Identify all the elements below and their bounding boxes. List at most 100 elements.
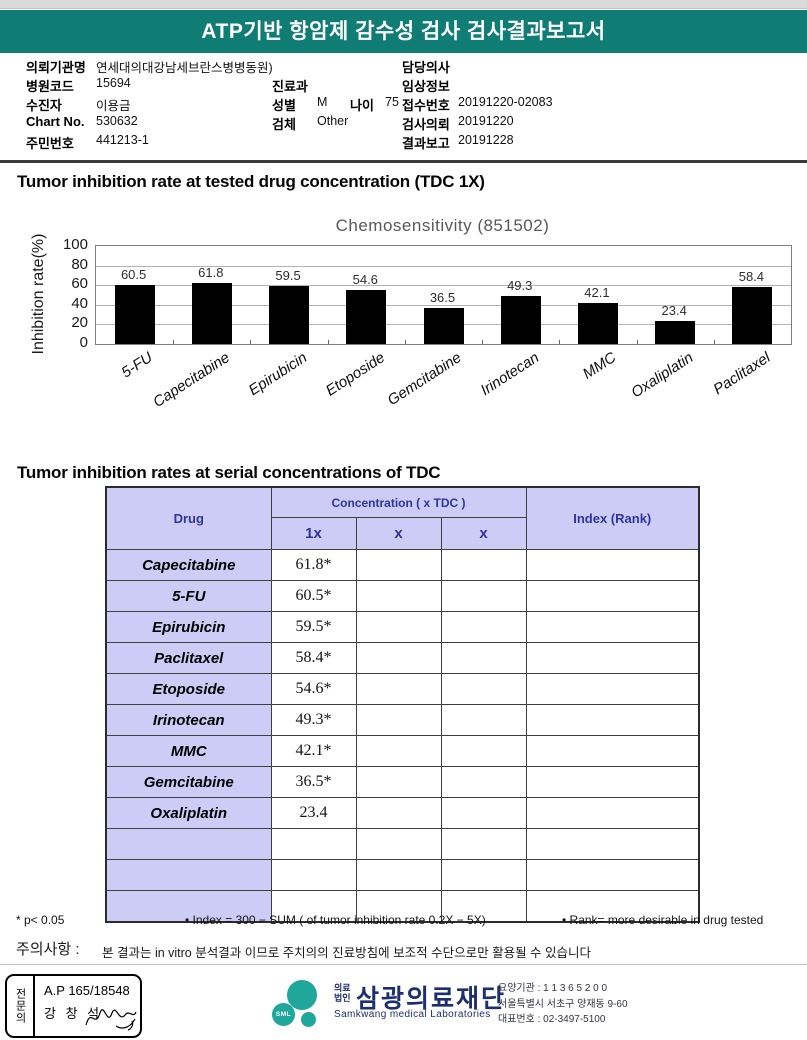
bar-value-label: 59.5 [275, 267, 301, 283]
y-axis-tick-label: 40 [71, 294, 88, 312]
value-cell [355, 549, 442, 581]
x-axis-tick [404, 340, 406, 344]
col-header-drug: Drug [105, 486, 272, 550]
value-cell [355, 673, 442, 705]
value-cell [440, 549, 527, 581]
value-patient-name: 이용금 [96, 99, 131, 113]
info-row-4: Chart No. 530632 검체 Other 검사의뢰 20191220 [0, 114, 807, 133]
stamp-role-label: 전문의 [7, 976, 35, 1036]
value-report-date: 20191228 [458, 133, 514, 147]
table-row: MMC 42.1* [105, 735, 700, 767]
x-axis-label: MMC [579, 349, 620, 383]
label-report-date: 결과보고 [402, 136, 450, 151]
table-row: Oxaliplatin 23.4 [105, 797, 700, 829]
value-cell: 58.4* [270, 642, 357, 674]
value-cell [440, 766, 527, 798]
bar-value-label: 42.1 [584, 284, 610, 300]
footnote-rank: • Rank= more desirable in drug tested [562, 913, 764, 927]
x-axis-label: Paclitaxel [710, 349, 774, 399]
section2-title: Tumor inhibition rates at serial concent… [17, 463, 441, 482]
logo-blob-icon [287, 980, 317, 1010]
plot-area [95, 245, 792, 345]
value-cell [440, 580, 527, 612]
contact-care-org: 요양기관 : 1 1 3 6 5 2 0 0 [498, 983, 608, 994]
chart-bar [577, 302, 618, 344]
table-row: 5-FU 60.5* [105, 580, 700, 612]
chart-bar [114, 284, 155, 344]
footer-divider [0, 964, 807, 965]
label-sex: 성별 [272, 98, 296, 113]
x-axis-label: Capecitabine [150, 349, 234, 411]
section1-title: Tumor inhibition rate at tested drug con… [17, 172, 485, 191]
drug-cell: Capecitabine [105, 549, 272, 581]
x-axis-tick [559, 340, 561, 344]
contact-phone: 대표번호 : 02-3497-5100 [498, 1014, 606, 1025]
value-age: 75 [385, 95, 399, 109]
x-axis-tick [636, 340, 638, 344]
value-cell [270, 890, 357, 923]
table-row [105, 828, 700, 860]
bar-value-label: 61.8 [198, 265, 224, 281]
value-chart-no: 530632 [96, 114, 138, 128]
chart-bar [500, 295, 541, 344]
org-type-line2: 법인 [334, 993, 351, 1003]
drug-cell [105, 859, 272, 891]
gridline [96, 285, 791, 287]
bar-value-label: 60.5 [120, 266, 147, 282]
chart-bar [269, 285, 310, 344]
value-resident-no: 441213-1 [96, 133, 149, 147]
value-cell [440, 859, 527, 891]
table-row: Irinotecan 49.3* [105, 704, 700, 736]
y-axis-tick-label: 20 [71, 314, 88, 332]
value-cell [525, 549, 700, 581]
value-cell [440, 673, 527, 705]
label-institution: 의뢰기관명 [26, 60, 86, 75]
chart-title: Chemosensitivity (851502) [335, 216, 550, 235]
chemosensitivity-chart: Chemosensitivity (851502) Inhibition rat… [0, 208, 807, 460]
drug-cell: Irinotecan [105, 704, 272, 736]
value-accession-no: 20191220-02083 [458, 95, 553, 109]
value-cell [525, 766, 700, 798]
caution-label: 주의사항 : [16, 941, 80, 958]
label-specimen: 검체 [272, 117, 296, 132]
drug-cell: Etoposide [105, 673, 272, 705]
top-strip [0, 0, 807, 9]
info-row-3: 수진자 이용금 성별 M 나이 75 접수번호 20191220-02083 [0, 95, 807, 114]
value-cell: 60.5* [270, 580, 357, 612]
col-header-concentration: Concentration ( x TDC ) [270, 486, 527, 518]
footnote-pvalue: * p< 0.05 [16, 913, 65, 927]
value-cell [525, 611, 700, 643]
value-cell [525, 673, 700, 705]
org-type: 의료 법인 [334, 983, 351, 1003]
value-cell [355, 828, 442, 860]
value-cell [440, 735, 527, 767]
gridline [96, 265, 791, 267]
x-axis-label: Epirubicin [245, 349, 311, 400]
results-table: Drug Concentration ( x TDC ) Index (Rank… [105, 486, 700, 923]
org-name: 삼광의료재단 [356, 985, 507, 1013]
table-row [105, 890, 700, 923]
label-patient-name: 수진자 [26, 98, 62, 113]
label-test-request-date: 검사의뢰 [402, 117, 450, 132]
value-cell: 42.1* [270, 735, 357, 767]
value-cell [525, 890, 700, 923]
x-axis-tick [173, 340, 175, 344]
table-row: Capecitabine 61.8* [105, 549, 700, 581]
stamp-license: A.P 165/18548 [44, 983, 130, 998]
y-axis-tick-label: 60 [71, 275, 88, 293]
value-cell [355, 704, 442, 736]
value-cell [440, 611, 527, 643]
drug-cell: Epirubicin [105, 611, 272, 643]
value-cell [525, 828, 700, 860]
bar-value-label: 23.4 [661, 303, 687, 319]
col-header-x2: x [355, 517, 442, 550]
report-title: ATP기반 항암제 감수성 검사 검사결과보고서 [201, 20, 606, 43]
value-cell [525, 580, 700, 612]
value-cell [440, 797, 527, 829]
col-header-1x: 1x [270, 517, 357, 550]
bar-value-label: 49.3 [507, 277, 533, 293]
info-row-5: 주민번호 441213-1 결과보고 20191228 [0, 133, 807, 152]
org-name-english: Samkwang medical Laboratories [334, 1009, 491, 1020]
label-clinical-info: 임상정보 [402, 79, 450, 94]
